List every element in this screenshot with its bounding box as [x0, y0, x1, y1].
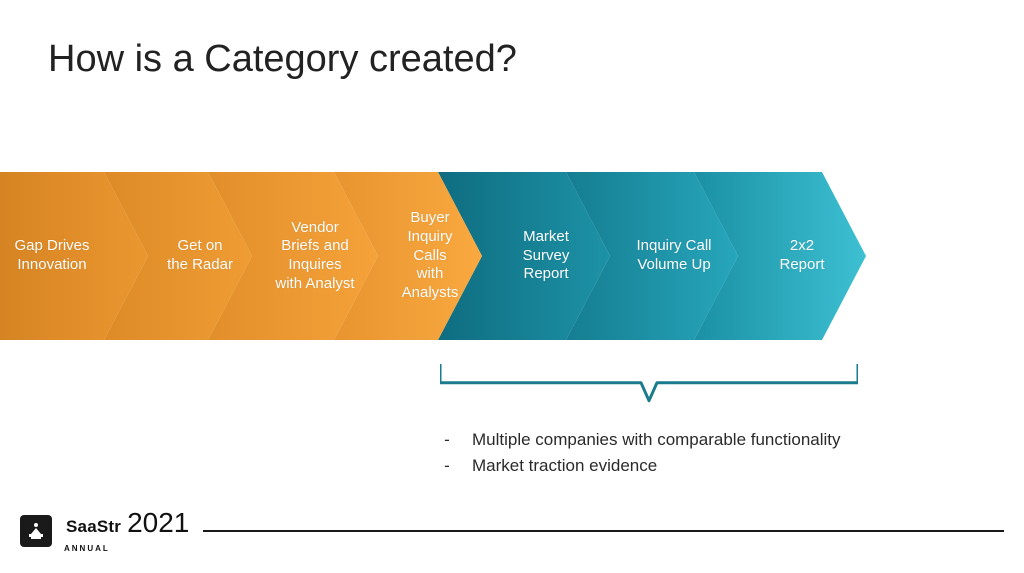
brand-annual: ANNUAL [64, 544, 110, 553]
bullet-dash: - [440, 430, 454, 450]
slide: How is a Category created? 2x2ReportInqu… [0, 0, 1024, 573]
annotation-bracket [440, 364, 858, 416]
bullet-dash: - [440, 456, 454, 476]
chevron-label: 2x2Report [738, 172, 866, 340]
page-title: How is a Category created? [48, 38, 517, 81]
chevron-label: Get onthe Radar [148, 172, 252, 340]
chevron-label: Gap DrivesInnovation [0, 172, 104, 340]
chevron-step: Gap DrivesInnovation [0, 172, 148, 340]
footer-rule [203, 530, 1004, 532]
brand-year: 2021 [127, 507, 189, 539]
brand-name: SaaStr [66, 517, 121, 536]
chevron-label: VendorBriefs andInquireswith Analyst [252, 172, 378, 340]
chevron-label: BuyerInquiryCallswithAnalysts [378, 172, 482, 340]
annotation-item: - Market traction evidence [440, 456, 841, 476]
annotation-text: Market traction evidence [472, 456, 657, 476]
annotation-list: - Multiple companies with comparable fun… [440, 430, 841, 482]
chevron-label: Inquiry CallVolume Up [610, 172, 738, 340]
saastr-logo-icon [20, 515, 52, 547]
annotation-item: - Multiple companies with comparable fun… [440, 430, 841, 450]
footer-brand: SaaStr ANNUAL 2021 [66, 507, 189, 555]
annotation-text: Multiple companies with comparable funct… [472, 430, 841, 450]
chevron-label: MarketSurveyReport [482, 172, 610, 340]
chevron-flow: 2x2ReportInquiry CallVolume UpMarketSurv… [0, 172, 1024, 340]
slide-footer: SaaStr ANNUAL 2021 [20, 507, 1004, 555]
